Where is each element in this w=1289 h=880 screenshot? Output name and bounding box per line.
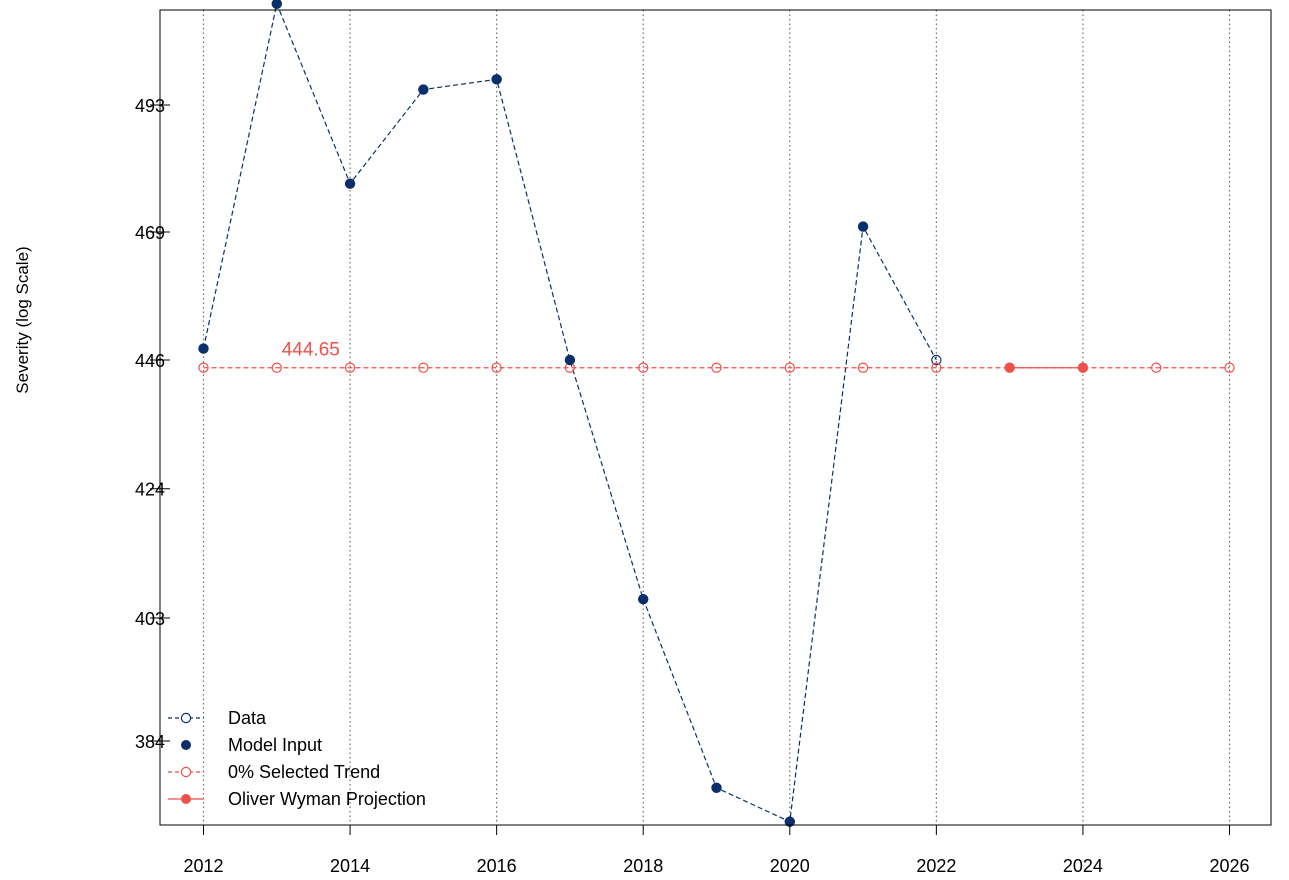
x-tick-label: 2018	[623, 856, 663, 876]
annotation-label: 444.65	[282, 340, 340, 361]
y-axis-label: Severity (log Scale)	[13, 246, 32, 393]
series-0-selected-trend	[198, 362, 1235, 373]
plot-frame	[159, 9, 1272, 826]
y-tick-label: 493	[135, 96, 165, 116]
x-tick-label: 2012	[183, 856, 223, 876]
data-point	[784, 816, 795, 827]
data-point	[784, 362, 795, 373]
legend-label: Oliver Wyman Projection	[228, 789, 426, 809]
data-point	[1004, 362, 1015, 373]
series-oliver-wyman-projection	[1004, 362, 1088, 373]
data-point	[857, 362, 869, 373]
data-point	[198, 343, 209, 354]
data-point	[1077, 362, 1088, 373]
y-tick-label: 384	[135, 732, 165, 752]
legend-entry: Data	[168, 708, 267, 728]
grid-lines	[202, 10, 1231, 825]
legend: Data Model Input 0% Selected Trend Oliver W…	[168, 708, 426, 809]
data-point	[1151, 362, 1162, 373]
legend-label: 0% Selected Trend	[228, 762, 380, 782]
legend-marker	[180, 712, 192, 724]
x-tick-label: 2016	[477, 856, 517, 876]
data-point	[418, 362, 429, 373]
data-point	[931, 354, 942, 366]
legend-entry: Model Input	[181, 735, 322, 755]
y-tick-label: 469	[135, 223, 165, 243]
data-point	[931, 362, 942, 373]
data-point	[491, 74, 502, 85]
data-point	[271, 362, 282, 373]
data-point	[638, 594, 649, 605]
data-point	[418, 84, 429, 95]
data-point	[1224, 362, 1235, 373]
data-point	[491, 362, 502, 373]
x-tick-label: 2020	[770, 856, 810, 876]
x-tick-label: 2024	[1063, 856, 1103, 876]
legend-entry: Oliver Wyman Projection	[168, 789, 426, 809]
y-tick-label: 446	[135, 351, 165, 371]
x-tick-label: 2026	[1209, 856, 1249, 876]
legend-marker	[180, 766, 192, 778]
axes: 2012 2014 2016 2018 2020 2022 2024 2026 384 403 42…	[135, 96, 1250, 876]
data-point	[858, 221, 869, 232]
y-tick-label: 424	[135, 480, 165, 500]
x-tick-label: 2022	[916, 856, 956, 876]
y-tick-label: 403	[135, 609, 165, 629]
series-data	[198, 0, 942, 827]
data-point	[271, 0, 282, 9]
data-point	[345, 178, 356, 189]
data-point	[638, 362, 649, 373]
legend-label: Model Input	[228, 735, 322, 755]
data-point	[198, 362, 209, 373]
data-point	[711, 782, 722, 793]
series-line	[202, 1, 937, 823]
series-layer	[198, 0, 1235, 827]
data-point	[564, 355, 575, 365]
legend-marker	[181, 794, 191, 804]
legend-marker	[181, 740, 191, 750]
x-tick-label: 2014	[330, 856, 370, 876]
legend-entry: 0% Selected Trend	[168, 762, 380, 782]
legend-label: Data	[228, 708, 267, 728]
series-model-input	[198, 0, 869, 827]
data-point	[711, 362, 722, 373]
data-point	[344, 362, 356, 373]
